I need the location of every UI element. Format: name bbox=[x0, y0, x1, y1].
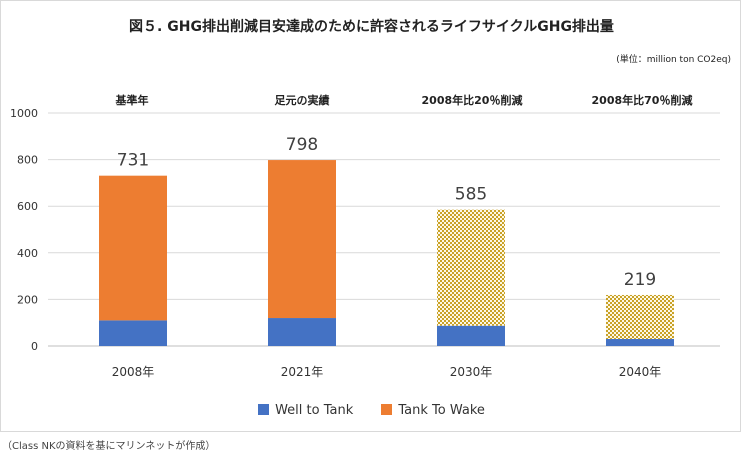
group-label-2021: 足元の実績 bbox=[274, 94, 330, 107]
x-tick-label-3: 2040年 bbox=[619, 365, 662, 379]
y-tick-label-1000: 1000 bbox=[10, 107, 38, 120]
bar-ttw-2 bbox=[437, 209, 505, 326]
y-tick-label-0: 0 bbox=[31, 340, 38, 353]
bar-ttw-3 bbox=[606, 294, 674, 340]
bar-ttw-1 bbox=[268, 160, 336, 319]
chart-title: 図５. GHG排出削減目安達成のために許容されるライフサイクルGHG排出量 bbox=[129, 19, 614, 35]
total-label-3: 219 bbox=[624, 270, 656, 290]
unit-label: (単位：million ton CO2eq) bbox=[616, 55, 731, 65]
bar-chart: 0 200 400 600 800 1000 731 2008年 798 2021年 585 2030… bbox=[10, 107, 720, 379]
legend-swatch-ttw bbox=[381, 404, 393, 415]
legend: Well to Tank Tank To Wake bbox=[0, 403, 743, 418]
total-label-1: 798 bbox=[286, 135, 318, 155]
bar-wtt-2 bbox=[437, 325, 505, 346]
group-label-2008: 基準年 bbox=[115, 94, 149, 107]
legend-label-wtt: Well to Tank bbox=[275, 403, 354, 418]
total-label-0: 731 bbox=[117, 151, 149, 171]
x-tick-label-0: 2008年 bbox=[112, 365, 155, 379]
x-tick-label-2: 2030年 bbox=[450, 365, 493, 379]
x-tick-label-1: 2021年 bbox=[281, 365, 324, 379]
group-label-2040: 2008年比70％削減 bbox=[591, 94, 693, 107]
bar-wtt-0 bbox=[99, 320, 167, 346]
legend-swatch-wtt bbox=[258, 404, 270, 415]
bar-wtt-3 bbox=[606, 339, 674, 346]
legend-label-ttw: Tank To Wake bbox=[398, 403, 485, 418]
source-note: （Class NKの資料を基にマリンネットが作成） bbox=[2, 441, 216, 452]
total-label-2: 585 bbox=[455, 185, 487, 205]
legend-item-wtt: Well to Tank bbox=[258, 403, 353, 418]
y-tick-label-600: 600 bbox=[17, 200, 38, 213]
y-tick-label-800: 800 bbox=[17, 154, 38, 167]
bar-wtt-1 bbox=[268, 318, 336, 346]
y-tick-label-400: 400 bbox=[17, 247, 38, 260]
legend-item-ttw: Tank To Wake bbox=[381, 403, 485, 418]
y-tick-label-200: 200 bbox=[17, 293, 38, 306]
group-label-2030: 2008年比20％削減 bbox=[421, 94, 523, 107]
bar-ttw-0 bbox=[99, 175, 167, 321]
